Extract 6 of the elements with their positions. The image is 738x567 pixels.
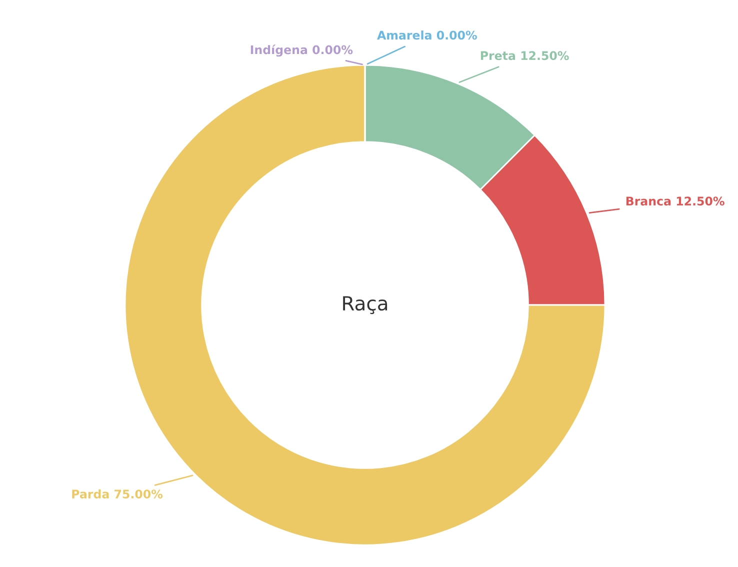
slice-label: Parda 75.00%	[72, 489, 163, 498]
slice-label: Preta 12.50%	[480, 51, 569, 60]
legend-label: Indígena 0.00%	[250, 44, 353, 57]
category-label: Amarela 0.00%	[377, 30, 477, 40]
text: Raça	[343, 296, 388, 314]
slice-label: Branca 12.50%	[626, 196, 724, 206]
